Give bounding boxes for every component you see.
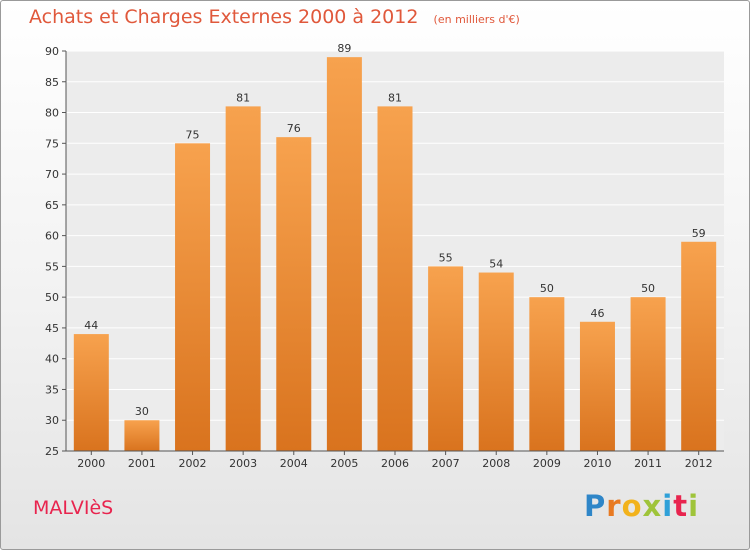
data-label: 75 [186,128,200,141]
bar [529,297,565,451]
x-tick-label: 2007 [432,457,460,470]
y-tick-label: 60 [45,230,59,243]
bar [326,57,362,452]
data-label: 55 [439,251,453,264]
logo-letter: t [673,489,689,523]
bar [377,106,413,451]
x-tick-label: 2006 [381,457,409,470]
y-tick-label: 85 [45,76,59,89]
bar [681,241,717,451]
x-tick-label: 2004 [280,457,308,470]
data-label: 81 [236,91,250,104]
data-label: 46 [590,307,604,320]
data-label: 50 [641,282,655,295]
bar [124,420,160,451]
x-tick-label: 2008 [482,457,510,470]
x-tick-label: 2010 [583,457,611,470]
y-tick-label: 40 [45,353,59,366]
x-tick-label: 2001 [128,457,156,470]
chart-title: Achats et Charges Externes 2000 à 2012 [29,6,419,28]
y-tick-label: 70 [45,168,59,181]
x-tick-label: 2000 [77,457,105,470]
data-label: 81 [388,91,402,104]
y-tick-label: 35 [45,383,59,396]
y-tick-label: 55 [45,260,59,273]
axes: 25 30 35 40 45 50 55 60 65 70 75 80 85 90 2000 2001 2002… [45,45,724,470]
logo-letter: x [642,489,663,523]
x-tick-label: 2011 [634,457,662,470]
y-tick-label: 65 [45,199,59,212]
logo-letter: i [662,489,674,523]
bar [579,321,615,451]
data-label: 30 [135,405,149,418]
x-tick-label: 2003 [229,457,257,470]
logo-letter: i [688,489,700,523]
bar [175,143,211,452]
y-tick-label: 45 [45,322,59,335]
bar [225,106,261,451]
data-label: 59 [692,227,706,240]
proxiti-logo[interactable]: Proxiti [584,489,699,523]
data-label: 76 [287,122,301,135]
bar [428,266,464,451]
x-tick-label: 2009 [533,457,561,470]
x-tick-label: 2005 [330,457,358,470]
title-row: Achats et Charges Externes 2000 à 2012 (… [29,6,520,28]
data-label: 89 [337,42,351,55]
chart-subtitle: (en milliers d'€) [433,13,520,26]
logo-letter: r [606,489,622,523]
city-name: MALVIèS [33,497,114,519]
bar [478,272,514,451]
logo-letter: o [621,489,643,523]
bars: 44 30 75 81 76 89 81 55 54 50 46 50 59 [73,42,717,452]
data-label: 44 [84,319,98,332]
y-tick-label: 30 [45,414,59,427]
y-tick-label: 75 [45,137,59,150]
x-tick-label: 2012 [685,457,713,470]
y-tick-label: 25 [45,445,59,458]
y-tick-label: 90 [45,45,59,58]
bar [73,334,109,451]
bar [276,137,312,451]
y-tick-label: 80 [45,107,59,120]
x-tick-label: 2002 [179,457,207,470]
y-tick-label: 50 [45,291,59,304]
bar [630,297,666,451]
logo-letter: P [584,489,607,523]
data-label: 50 [540,282,554,295]
data-label: 54 [489,258,503,271]
